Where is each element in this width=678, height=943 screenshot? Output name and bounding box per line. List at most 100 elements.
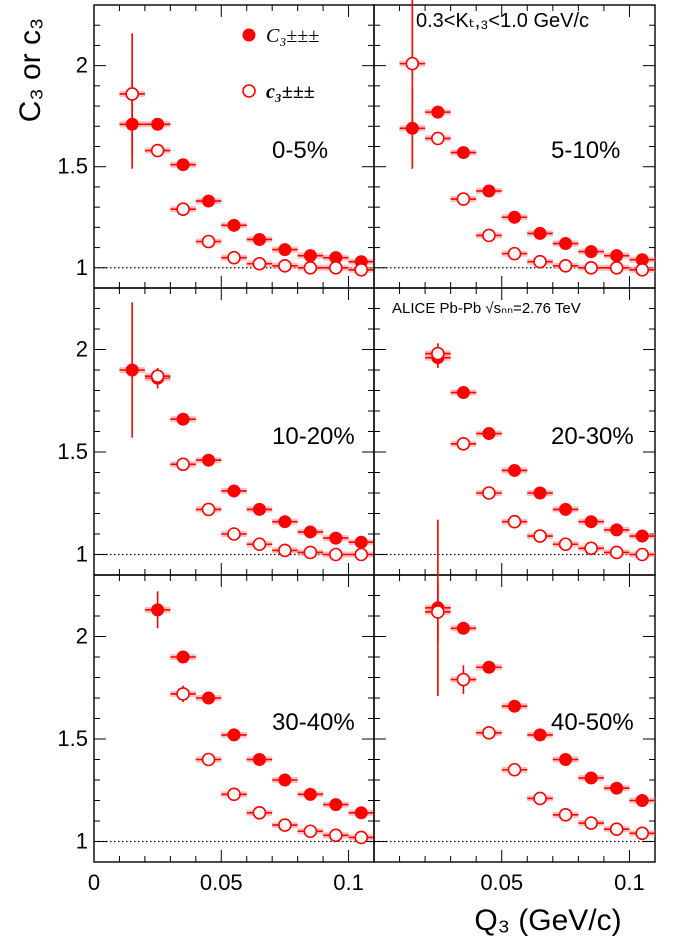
data-point-filled (610, 249, 624, 263)
data-point-open (252, 805, 267, 820)
data-point-open (227, 787, 241, 802)
experiment-label: ALICE Pb-Pb √sₙₙ=2.76 TeV (392, 300, 581, 317)
data-point-open (431, 346, 445, 361)
data-point-open (303, 824, 318, 839)
data-point-filled (456, 386, 470, 400)
data-point-open (303, 260, 318, 275)
data-point-filled (456, 621, 470, 635)
data-point-open (635, 826, 650, 841)
data-point-filled (329, 251, 343, 265)
data-point-filled (303, 525, 317, 539)
data-point-filled (227, 728, 241, 742)
data-point-open (278, 543, 292, 558)
data-point-filled (610, 781, 624, 795)
data-point-open (201, 502, 216, 517)
panel-20-30pct: 20-30% (373, 287, 656, 576)
data-point-filled (610, 523, 624, 537)
y-axis-title: C₃ or c₃ (14, 18, 47, 122)
data-point-open (482, 726, 496, 740)
panel-30-40pct: 1 1.5 2 0 0.05 0.1 30-40% (57, 574, 375, 895)
panel-label: 30-40% (272, 709, 355, 736)
data-point-filled (584, 245, 598, 259)
data-point-filled (202, 194, 216, 208)
data-point-open (533, 254, 547, 269)
data-point-open (584, 541, 598, 556)
data-point-open (176, 202, 190, 216)
y-axis-title-text: C₃ or c₃ (14, 18, 47, 122)
data-point-open (431, 131, 445, 146)
data-point-filled (508, 699, 521, 713)
y-tick-label: 1.5 (57, 726, 88, 751)
data-point-open (558, 808, 573, 822)
data-point-open (252, 256, 267, 271)
legend-filled-label: C₃±±± (266, 25, 319, 47)
panel-label: 5-10% (551, 137, 620, 164)
data-point-open (125, 87, 139, 101)
data-point-open (609, 822, 624, 837)
data-point-open (482, 486, 496, 500)
legend-filled-marker (242, 28, 256, 42)
data-point-filled (278, 243, 292, 257)
data-point-open (456, 436, 471, 451)
y-tick-label: 1.5 (57, 439, 88, 464)
panel-label: 10-20% (272, 423, 355, 450)
data-point-open (278, 258, 292, 273)
panel-0-5pct: 1 1.5 2 0-5% (57, 4, 375, 289)
data-point-filled (559, 502, 573, 516)
legend: C₃±±± c₃±±± (242, 25, 319, 103)
panel-10-20pct: 1 1.5 2 10-20% (57, 287, 375, 576)
data-point-filled (354, 535, 368, 549)
data-point-filled (329, 798, 343, 812)
data-point-filled (202, 691, 216, 705)
legend-open-label: c₃±±± (266, 81, 315, 103)
data-point-filled (508, 210, 521, 224)
data-point-open (201, 752, 216, 767)
data-point-filled (303, 249, 317, 263)
data-point-open (201, 234, 216, 249)
panels: 1 1.5 2 0-5% 5-10% 1 1.5 2 10-20% 20-30% 1 1.5 2 0 0.0… (57, 0, 656, 895)
data-point-open (456, 672, 471, 687)
x-tick-label: 0.1 (333, 870, 364, 895)
data-point-filled (482, 184, 496, 198)
data-point-open (354, 830, 369, 845)
data-point-open (278, 818, 292, 832)
data-point-filled (584, 515, 598, 529)
data-point-filled (125, 363, 139, 377)
data-point-filled (278, 773, 292, 787)
data-point-filled (176, 650, 190, 664)
data-point-filled (151, 603, 165, 617)
y-tick-label: 2 (76, 53, 88, 78)
data-point-filled (559, 237, 573, 251)
x-axis-title: Q₃ (GeV/c) (474, 904, 621, 937)
data-point-filled (508, 463, 521, 477)
data-point-open (227, 527, 241, 541)
panel-frame (93, 4, 375, 289)
data-point-open (405, 56, 420, 71)
data-point-open (533, 791, 547, 806)
data-point-open (354, 547, 369, 562)
data-point-open (558, 537, 573, 552)
data-point-open (431, 605, 445, 619)
panel-label: 20-30% (551, 423, 634, 450)
x-tick-label: 0.1 (614, 870, 645, 895)
data-point-open (584, 260, 598, 275)
data-point-filled (533, 728, 547, 742)
data-point-open (507, 762, 522, 777)
data-point-filled (278, 515, 292, 529)
y-tick-label: 2 (76, 624, 88, 649)
data-point-filled (151, 117, 165, 131)
data-point-open (150, 143, 165, 158)
data-point-filled (354, 806, 368, 820)
data-point-open (150, 369, 165, 383)
data-point-open (482, 228, 496, 243)
data-point-open (227, 250, 241, 265)
data-point-open (176, 687, 190, 701)
data-point-open (252, 537, 267, 552)
data-point-filled (635, 794, 649, 807)
data-point-filled (176, 158, 190, 172)
data-point-filled (533, 486, 547, 500)
data-point-open (176, 457, 190, 472)
panel-label: 0-5% (272, 137, 328, 164)
data-point-filled (176, 412, 190, 426)
